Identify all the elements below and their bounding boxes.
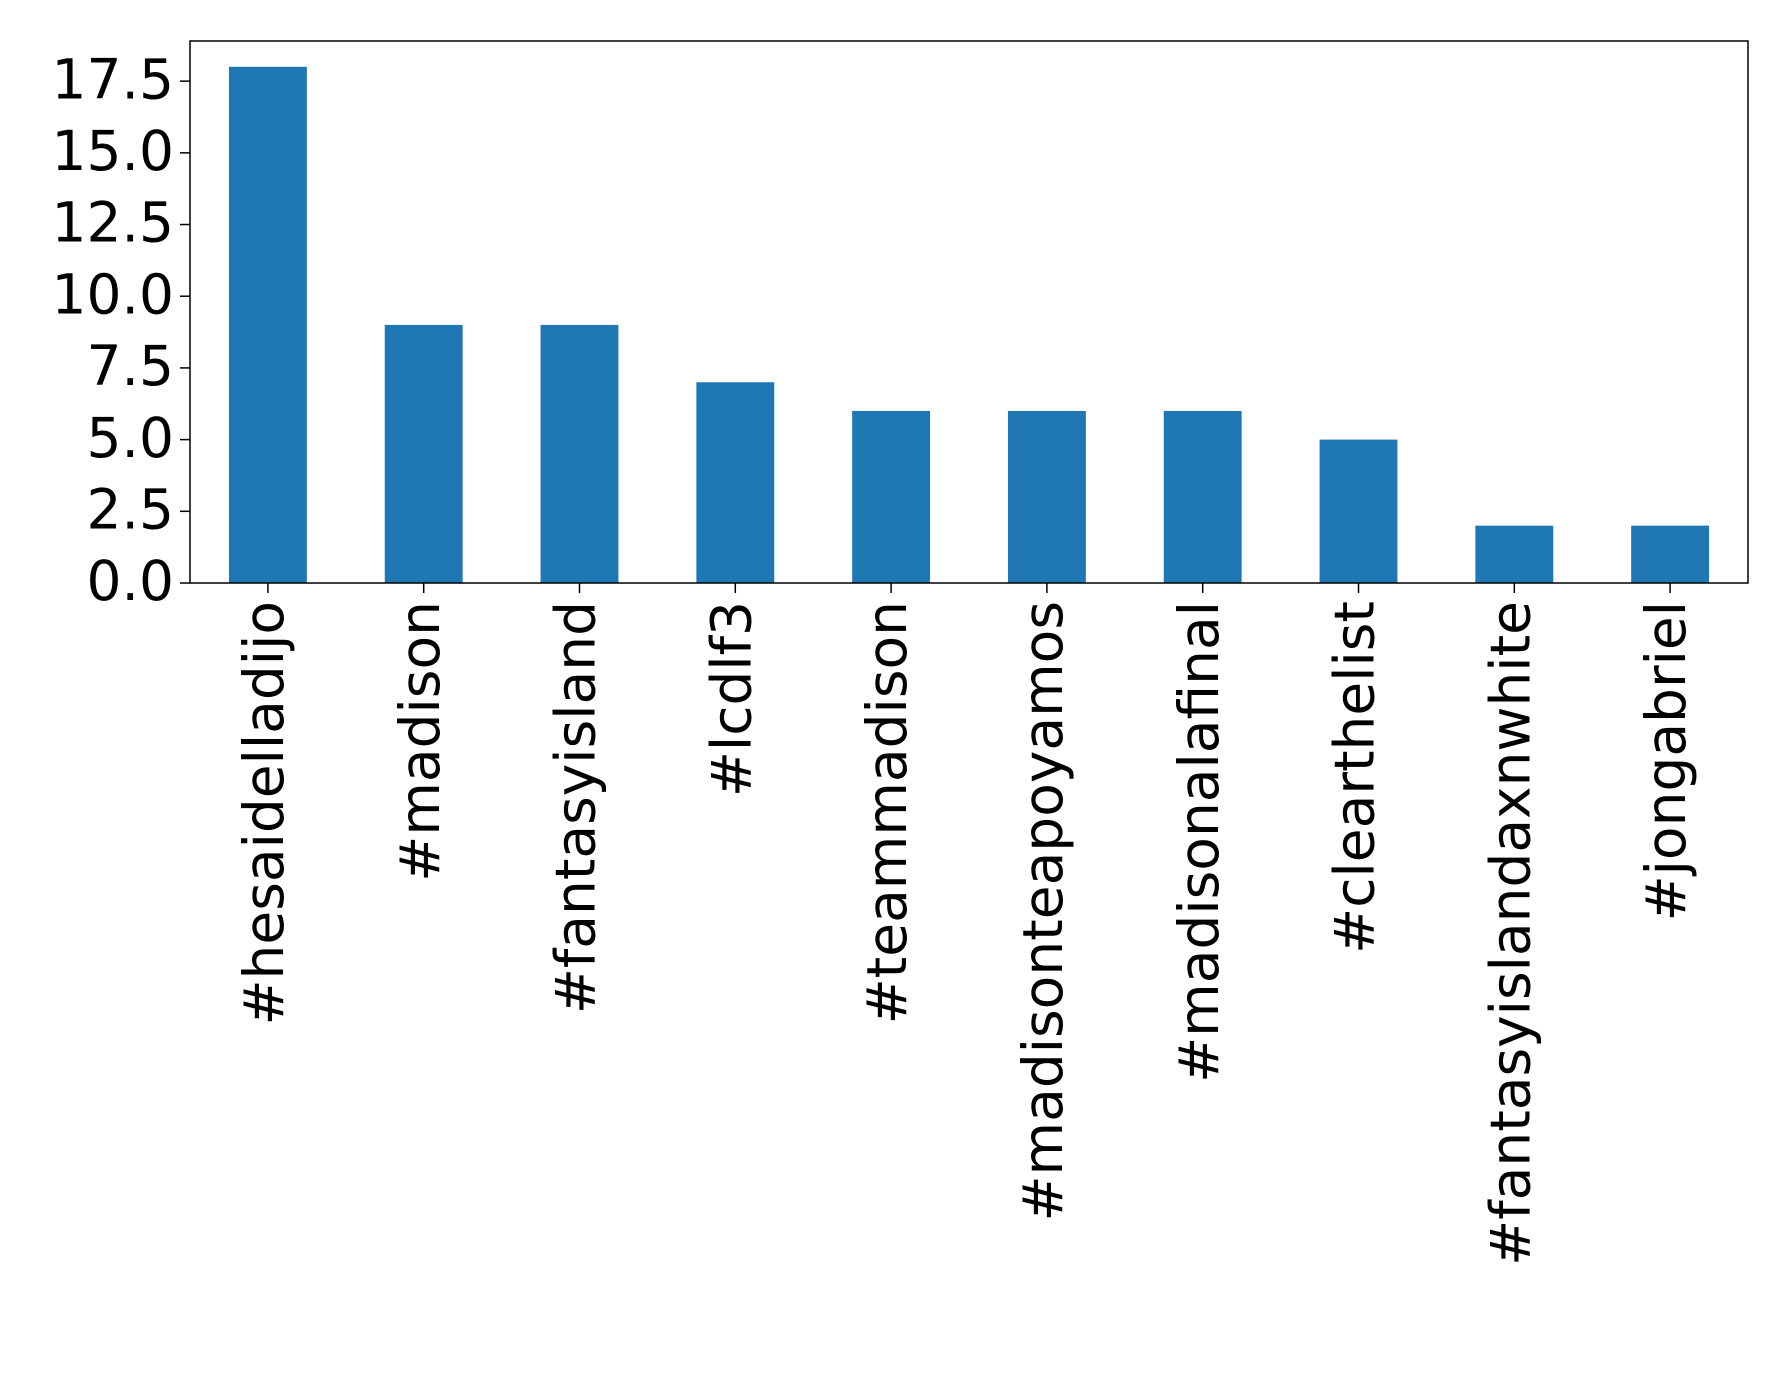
x-tick-label: #hesaidelladijo	[232, 601, 296, 1026]
bar	[540, 324, 619, 583]
y-tick-label: 10.0	[52, 262, 174, 326]
bar	[1007, 410, 1086, 583]
y-tick-label: 15.0	[52, 119, 174, 183]
x-tick-label: #jongabriel	[1634, 601, 1698, 921]
x-tick-label: #clearthelist	[1323, 601, 1387, 954]
bar	[852, 410, 931, 583]
x-tick-label: #fantasyislandaxnwhite	[1478, 601, 1542, 1266]
bar	[228, 66, 307, 584]
x-tick-label: #fantasyisland	[544, 601, 608, 1014]
x-tick-label: #madisonteapoyamos	[1011, 601, 1075, 1222]
bar	[1475, 525, 1554, 583]
y-tick-label: 0.0	[87, 549, 174, 613]
x-tick-label: #teammadison	[855, 601, 919, 1024]
y-tick-label: 7.5	[87, 334, 174, 398]
x-tick-label: #madison	[388, 601, 452, 882]
bar	[1631, 525, 1710, 583]
bar	[1163, 410, 1242, 583]
x-tick-label: #lcdlf3	[699, 601, 763, 797]
y-tick-label: 12.5	[52, 191, 174, 255]
bar	[1319, 439, 1398, 583]
y-tick-label: 2.5	[87, 477, 174, 541]
y-tick-label: 17.5	[52, 47, 174, 111]
plot-frame	[189, 40, 1749, 584]
x-tick-label: #madisonalafinal	[1167, 601, 1231, 1083]
y-tick-label: 5.0	[87, 406, 174, 470]
bar	[384, 324, 463, 583]
bar	[696, 382, 775, 583]
